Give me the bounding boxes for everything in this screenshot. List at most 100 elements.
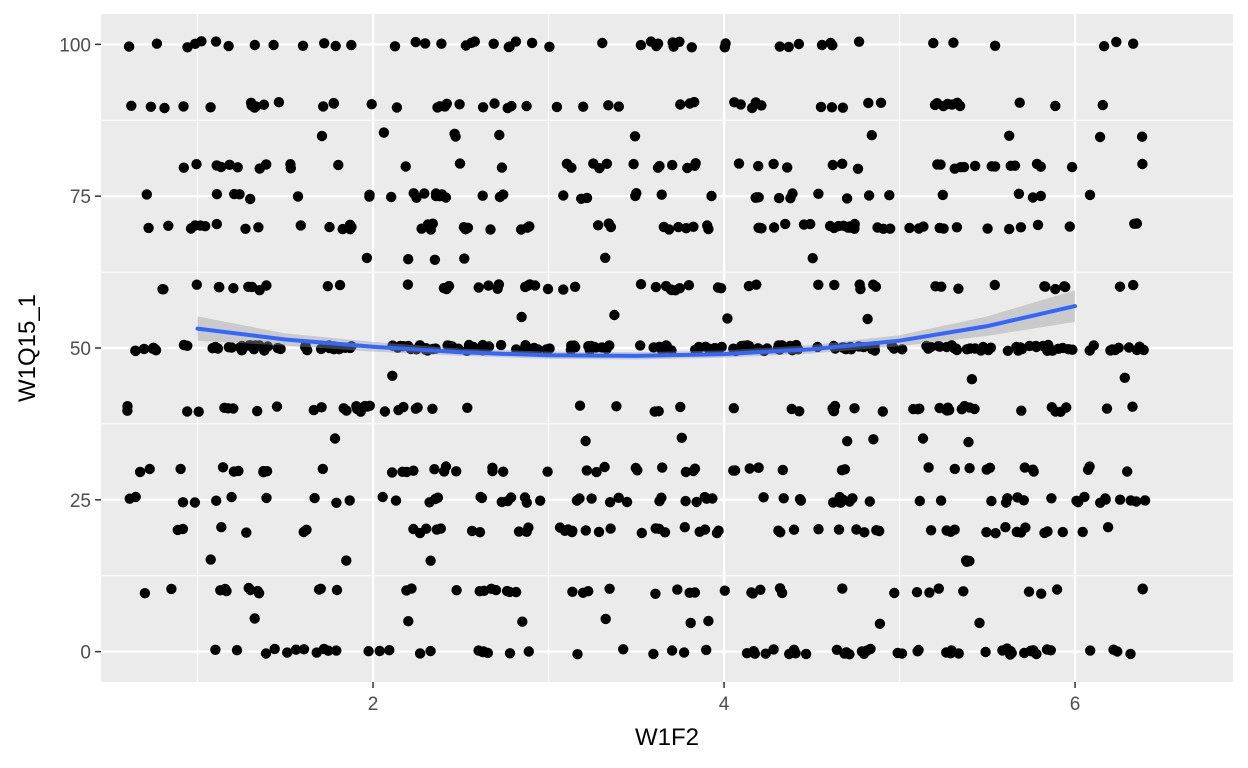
data-point	[742, 340, 753, 351]
data-point	[532, 344, 544, 355]
data-point	[986, 495, 997, 507]
data-point	[827, 159, 838, 171]
data-point	[777, 464, 788, 476]
data-point	[938, 100, 949, 112]
data-point	[485, 224, 496, 235]
data-point	[345, 224, 356, 235]
data-point	[788, 524, 800, 535]
data-point	[123, 41, 135, 52]
data-point	[636, 527, 647, 539]
data-point	[964, 555, 975, 567]
data-point	[863, 97, 874, 109]
data-point	[403, 254, 414, 265]
data-point	[841, 193, 853, 204]
data-point	[701, 493, 712, 504]
data-point	[261, 159, 272, 170]
data-point	[221, 585, 232, 597]
data-point	[191, 159, 202, 170]
data-point	[874, 618, 886, 629]
data-point	[249, 613, 260, 624]
data-point	[753, 160, 764, 172]
data-point	[141, 189, 152, 200]
data-point	[572, 649, 583, 660]
data-point	[650, 588, 661, 599]
data-point	[842, 436, 853, 447]
data-point	[869, 343, 880, 355]
data-point	[871, 525, 882, 536]
data-point	[535, 495, 546, 506]
data-point	[269, 643, 280, 655]
data-point	[865, 643, 876, 655]
data-point	[1137, 158, 1148, 170]
data-point	[542, 283, 554, 295]
data-point	[1000, 522, 1011, 533]
y-tick-label: 50	[70, 339, 91, 360]
data-point	[937, 189, 948, 201]
data-point	[393, 404, 404, 416]
data-point	[949, 343, 960, 354]
data-point	[462, 402, 473, 413]
data-point	[577, 587, 589, 598]
data-point	[1102, 522, 1114, 533]
data-point	[768, 222, 780, 233]
data-point	[1004, 223, 1015, 235]
data-point	[603, 100, 614, 111]
data-point	[159, 102, 170, 114]
data-point	[701, 644, 712, 656]
data-point	[477, 102, 489, 113]
data-point	[130, 491, 141, 503]
data-point	[1027, 192, 1039, 203]
data-point	[1094, 131, 1106, 143]
data-point	[706, 190, 717, 202]
data-point	[963, 436, 974, 448]
data-point	[1050, 100, 1061, 112]
data-point	[444, 340, 455, 352]
data-point	[921, 340, 932, 352]
data-point	[424, 497, 435, 508]
data-point	[794, 406, 805, 417]
data-point	[451, 585, 462, 596]
data-point	[252, 405, 263, 417]
data-point	[566, 162, 577, 173]
data-point	[454, 158, 466, 169]
data-point	[271, 401, 283, 412]
data-point	[689, 96, 700, 108]
data-point	[989, 161, 1001, 172]
data-point	[449, 128, 460, 139]
data-point	[216, 522, 227, 533]
data-point	[454, 99, 465, 110]
data-point	[680, 495, 691, 507]
data-point	[1128, 279, 1139, 291]
data-point	[676, 432, 687, 443]
data-point	[318, 101, 329, 112]
data-point	[316, 130, 328, 142]
data-point	[729, 465, 741, 476]
data-point	[1040, 281, 1051, 292]
data-point	[390, 495, 402, 506]
data-point	[551, 101, 563, 113]
data-point	[862, 313, 873, 325]
data-point	[912, 646, 923, 657]
data-point	[377, 491, 388, 503]
data-point	[599, 461, 610, 473]
data-point	[521, 526, 532, 537]
data-point	[884, 190, 895, 201]
data-point	[521, 100, 532, 112]
data-point	[924, 587, 935, 598]
data-point	[420, 38, 431, 49]
data-point	[324, 221, 335, 233]
data-point	[816, 39, 828, 51]
data-point	[877, 406, 888, 417]
data-point	[478, 646, 489, 657]
data-point	[689, 463, 701, 474]
data-point	[177, 523, 189, 535]
x-axis-title: W1F2	[635, 724, 699, 751]
data-point	[253, 588, 265, 599]
data-point	[483, 280, 494, 291]
data-point	[319, 38, 330, 49]
data-point	[402, 279, 414, 290]
data-point	[580, 435, 591, 447]
data-point	[374, 645, 385, 657]
data-point	[389, 41, 401, 52]
data-point	[401, 585, 412, 596]
